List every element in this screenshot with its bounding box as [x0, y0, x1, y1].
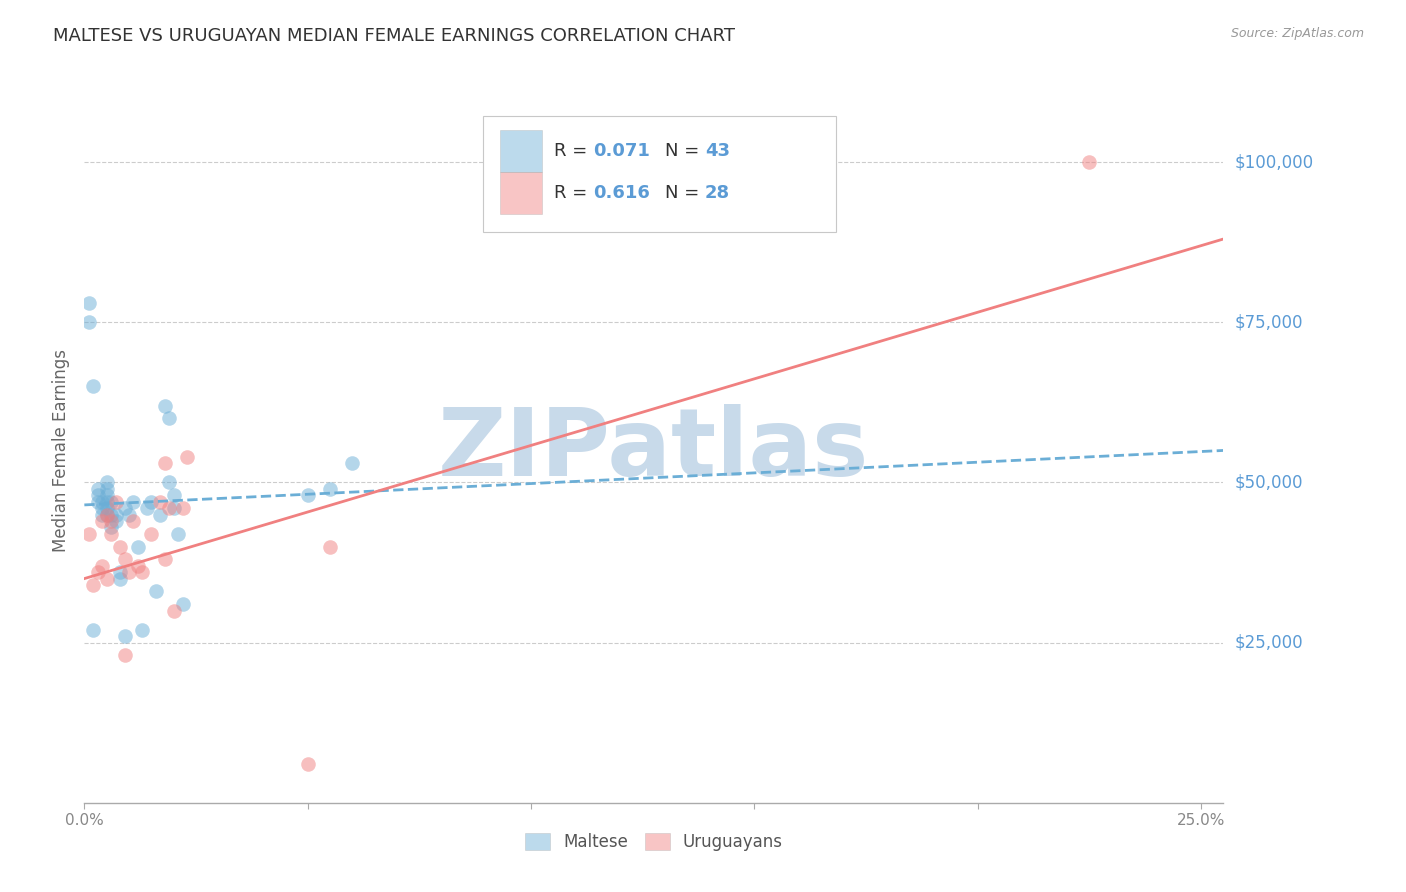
Point — [114, 552, 136, 566]
Text: R =: R = — [554, 185, 592, 202]
Point — [157, 501, 180, 516]
Point — [342, 456, 364, 470]
Point — [176, 450, 198, 464]
Point — [153, 399, 176, 413]
Point — [163, 488, 186, 502]
Text: $100,000: $100,000 — [1234, 153, 1313, 171]
Y-axis label: Median Female Earnings: Median Female Earnings — [52, 349, 70, 552]
Text: N =: N = — [665, 142, 706, 160]
Point — [82, 578, 104, 592]
Point — [118, 508, 141, 522]
Point — [108, 540, 131, 554]
Text: R =: R = — [554, 142, 592, 160]
Point — [149, 508, 172, 522]
Point — [163, 501, 186, 516]
Point — [108, 565, 131, 579]
Point — [91, 514, 114, 528]
Point — [122, 494, 145, 508]
Point — [127, 540, 149, 554]
Point — [91, 494, 114, 508]
Point — [77, 315, 100, 329]
Point — [319, 540, 342, 554]
Point — [100, 520, 122, 534]
Point — [96, 508, 118, 522]
Point — [114, 648, 136, 663]
Point — [104, 494, 127, 508]
Point — [104, 508, 127, 522]
Legend: Maltese, Uruguayans: Maltese, Uruguayans — [517, 826, 790, 858]
Point — [297, 488, 319, 502]
Point — [145, 584, 167, 599]
Point — [118, 565, 141, 579]
Point — [153, 456, 176, 470]
Point — [131, 565, 153, 579]
FancyBboxPatch shape — [484, 116, 837, 232]
Point — [114, 629, 136, 643]
Point — [96, 475, 118, 490]
Point — [172, 597, 194, 611]
Text: 43: 43 — [704, 142, 730, 160]
Point — [77, 296, 100, 310]
Point — [172, 501, 194, 516]
Point — [163, 604, 186, 618]
Point — [96, 488, 118, 502]
Point — [157, 475, 180, 490]
Point — [1078, 155, 1101, 169]
Point — [149, 494, 172, 508]
Point — [96, 482, 118, 496]
Point — [131, 623, 153, 637]
Point — [91, 558, 114, 573]
Point — [114, 501, 136, 516]
FancyBboxPatch shape — [501, 172, 543, 214]
Point — [157, 411, 180, 425]
Point — [96, 494, 118, 508]
Text: ZIPatlas: ZIPatlas — [439, 404, 869, 497]
Point — [91, 501, 114, 516]
Point — [122, 514, 145, 528]
Text: 0.071: 0.071 — [593, 142, 651, 160]
Point — [153, 552, 176, 566]
Point — [141, 494, 163, 508]
Point — [127, 558, 149, 573]
FancyBboxPatch shape — [501, 130, 543, 172]
Text: 0.616: 0.616 — [593, 185, 651, 202]
Text: Source: ZipAtlas.com: Source: ZipAtlas.com — [1230, 27, 1364, 40]
Point — [100, 514, 122, 528]
Point — [87, 565, 110, 579]
Text: MALTESE VS URUGUAYAN MEDIAN FEMALE EARNINGS CORRELATION CHART: MALTESE VS URUGUAYAN MEDIAN FEMALE EARNI… — [53, 27, 735, 45]
Point — [77, 526, 100, 541]
Point — [104, 514, 127, 528]
Text: N =: N = — [665, 185, 706, 202]
Point — [167, 526, 190, 541]
Text: 28: 28 — [704, 185, 730, 202]
Point — [319, 482, 342, 496]
Point — [141, 526, 163, 541]
Point — [100, 526, 122, 541]
Point — [91, 508, 114, 522]
Point — [87, 494, 110, 508]
Point — [100, 494, 122, 508]
Point — [135, 501, 157, 516]
Point — [96, 501, 118, 516]
Point — [297, 757, 319, 772]
Point — [100, 508, 122, 522]
Text: $50,000: $50,000 — [1234, 474, 1303, 491]
Point — [96, 572, 118, 586]
Text: $25,000: $25,000 — [1234, 633, 1303, 652]
Point — [87, 482, 110, 496]
Point — [96, 508, 118, 522]
Text: $75,000: $75,000 — [1234, 313, 1303, 331]
Point — [82, 623, 104, 637]
Point — [108, 572, 131, 586]
Point — [82, 379, 104, 393]
Point — [87, 488, 110, 502]
